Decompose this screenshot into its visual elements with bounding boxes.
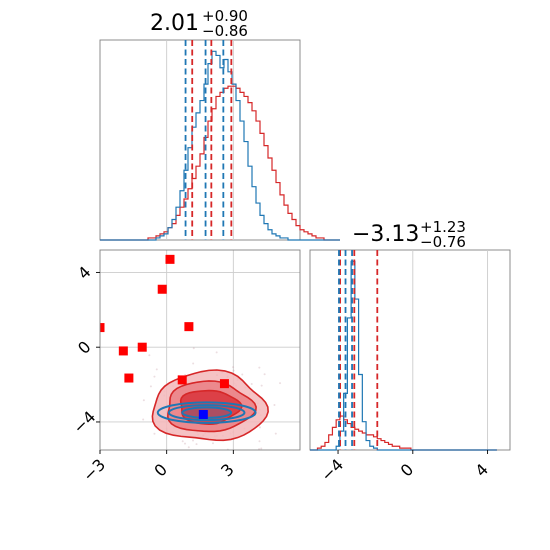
red-point-3 bbox=[184, 322, 194, 332]
sample-dot bbox=[192, 439, 195, 442]
sample-dot bbox=[279, 382, 282, 385]
title-2-sup: +1.23 bbox=[420, 218, 466, 236]
panel-bottom-right-quantiles bbox=[338, 250, 379, 450]
sample-dot bbox=[211, 442, 214, 445]
red-point-6 bbox=[124, 373, 134, 383]
sample-dot bbox=[184, 442, 187, 445]
title-1-sup: +0.90 bbox=[202, 7, 248, 25]
sample-dot bbox=[320, 399, 322, 401]
sample-dot bbox=[142, 399, 145, 402]
sample-dot bbox=[192, 347, 195, 350]
panel-bottom-right-grid bbox=[412, 250, 489, 450]
panel-top-left-frame bbox=[99, 39, 301, 241]
panel-top-left-grid bbox=[166, 40, 234, 240]
sample-dot bbox=[232, 366, 235, 369]
panel-top-left-title: 2.01 bbox=[150, 11, 199, 36]
red-point-7 bbox=[177, 375, 187, 385]
panel-bottom-left-grid bbox=[100, 250, 300, 450]
sample-dot bbox=[258, 440, 261, 443]
xtick-label-0: −3 bbox=[79, 455, 109, 485]
title-1-sub: −0.86 bbox=[202, 22, 248, 40]
panel-bottom-right-ticks: −4 0 4 bbox=[317, 450, 492, 485]
sample-dot bbox=[192, 362, 195, 365]
hist-series-blue bbox=[310, 260, 497, 451]
sample-dot bbox=[142, 418, 145, 421]
panel-bottom-left-frame bbox=[99, 249, 301, 451]
sample-dot bbox=[260, 384, 263, 387]
panel-bottom-right-title: −3.13 bbox=[352, 222, 419, 247]
sample-dot bbox=[153, 375, 156, 378]
sample-dot bbox=[250, 383, 253, 386]
sample-dot bbox=[130, 468, 132, 470]
xtick-label-2: 4 bbox=[471, 460, 492, 481]
panel-bottom-left-scatter: −3 0 3 −4 0 4 bbox=[69, 249, 322, 485]
sample-dot bbox=[187, 446, 190, 449]
ytick-label-1: 0 bbox=[74, 337, 95, 358]
sample-dot bbox=[195, 443, 198, 446]
sample-dot bbox=[274, 432, 277, 435]
red-point-5 bbox=[118, 346, 128, 356]
hist-series-red bbox=[100, 85, 340, 241]
blue-contour-1 bbox=[167, 404, 246, 422]
blue-point bbox=[198, 409, 208, 419]
panel-bottom-right-histogram: −4 0 4 −3.13 +1.23 −0.76 bbox=[309, 218, 511, 485]
panel-top-left-histogram: 2.01 +0.90 −0.86 bbox=[99, 7, 340, 241]
title-2-sub: −0.76 bbox=[420, 233, 466, 251]
sample-dot bbox=[260, 447, 263, 450]
sample-dot bbox=[181, 440, 184, 443]
sample-dot bbox=[258, 448, 261, 450]
panel-bottom-right-steps bbox=[310, 260, 497, 451]
sample-dot bbox=[155, 368, 158, 371]
sample-dot bbox=[263, 373, 266, 376]
hist-series-blue bbox=[100, 50, 340, 241]
red-point-2 bbox=[100, 323, 105, 333]
title-1-value: 2.01 bbox=[150, 11, 199, 36]
red-point-4 bbox=[137, 342, 147, 352]
sample-dot bbox=[148, 354, 151, 357]
scatter-points bbox=[100, 254, 229, 419]
ytick-label-2: 4 bbox=[74, 262, 95, 283]
sample-dot bbox=[273, 403, 276, 406]
sample-dot bbox=[149, 385, 152, 388]
xtick-label-1: 0 bbox=[150, 460, 171, 481]
sample-dot bbox=[241, 373, 244, 376]
blue-contour-0 bbox=[156, 401, 257, 424]
title-2-value: −3.13 bbox=[352, 222, 419, 247]
ytick-label-0: −4 bbox=[69, 407, 99, 437]
sample-dot bbox=[258, 366, 261, 369]
xtick-label-0: −4 bbox=[317, 455, 347, 485]
red-point-1 bbox=[157, 284, 167, 294]
hist-series-red bbox=[310, 415, 497, 451]
xtick-label-2: 3 bbox=[217, 460, 238, 481]
sample-dot bbox=[215, 351, 218, 354]
sample-dot bbox=[153, 432, 156, 435]
sample-dot bbox=[232, 369, 235, 372]
sample-dot bbox=[258, 426, 261, 429]
red-point-8 bbox=[219, 379, 229, 389]
panel-top-left-quantiles bbox=[184, 40, 233, 240]
red-point-0 bbox=[165, 254, 175, 264]
xtick-label-1: 0 bbox=[397, 460, 418, 481]
panel-top-left-steps bbox=[100, 50, 340, 241]
